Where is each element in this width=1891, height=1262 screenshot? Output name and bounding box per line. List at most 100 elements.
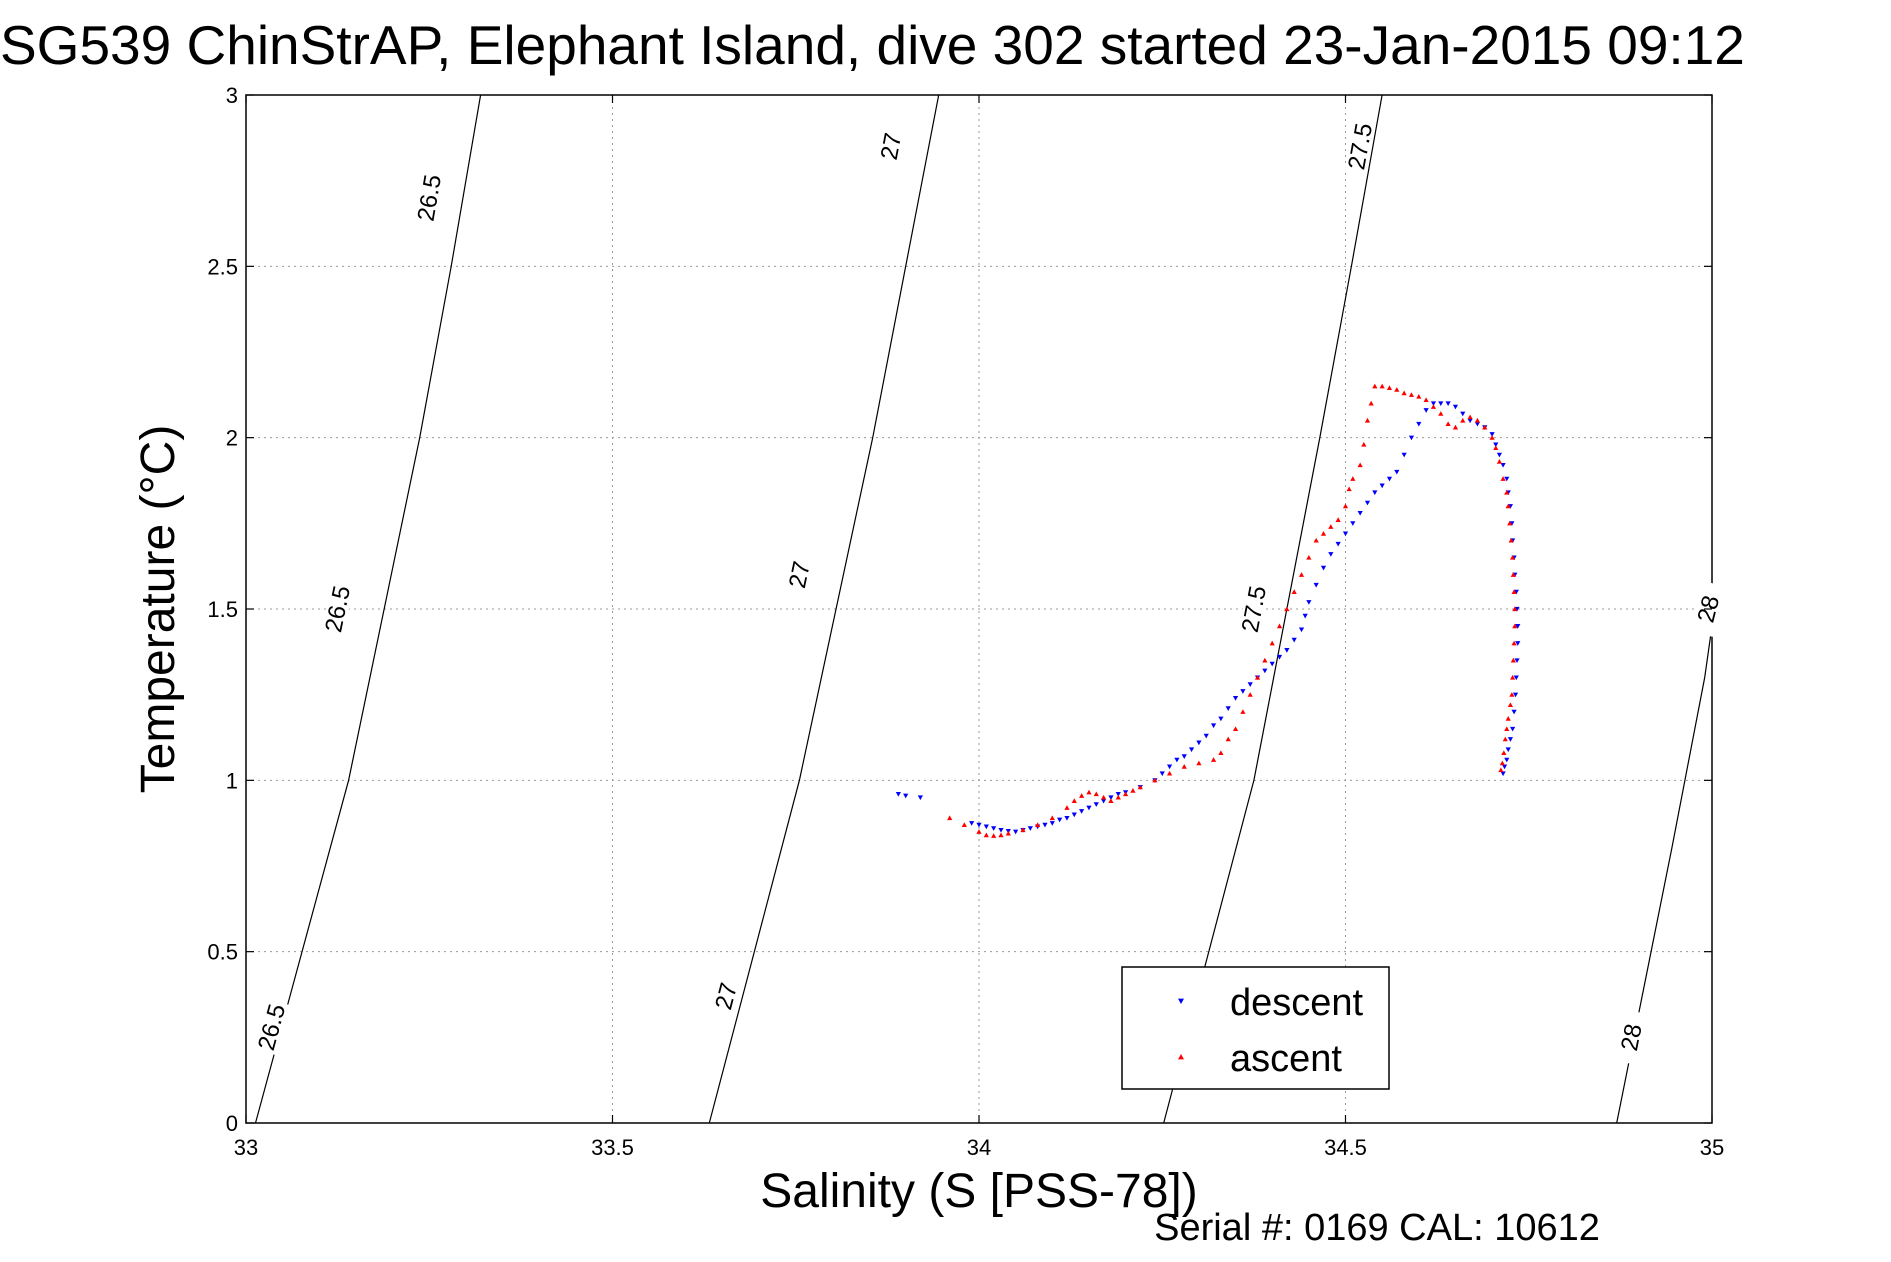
- ascent-point: [1452, 424, 1459, 430]
- ascent-point: [1372, 383, 1378, 389]
- descent-point: [1291, 637, 1297, 643]
- descent-point: [1225, 706, 1231, 711]
- ascent-point: [1438, 411, 1444, 416]
- descent-point: [1364, 500, 1371, 506]
- legend-ascent-marker: [1178, 1054, 1184, 1060]
- ascent-point: [1510, 572, 1516, 577]
- ascent-point: [1115, 794, 1121, 800]
- ascent-marker-glyph: [1178, 1054, 1184, 1060]
- y-tick-label: 3: [226, 83, 238, 108]
- descent-point: [1386, 476, 1393, 482]
- ascent-point: [1505, 503, 1511, 509]
- descent-point: [1438, 401, 1444, 406]
- descent-point: [1013, 829, 1019, 835]
- ascent-point: [1379, 383, 1385, 389]
- descent-point: [1430, 401, 1437, 406]
- ascent-point: [1502, 736, 1508, 742]
- descent-point: [1357, 510, 1363, 516]
- ascent-point: [1364, 417, 1371, 423]
- ascent-point: [991, 833, 997, 838]
- ascent-point: [1507, 520, 1513, 526]
- y-tick-label: 0: [226, 1111, 238, 1136]
- descent-point: [903, 793, 909, 799]
- ascent-point: [1408, 392, 1415, 397]
- descent-point: [1302, 613, 1308, 619]
- descent-point: [1247, 682, 1253, 687]
- y-axis-ticks: 0 0.5 1 1.5 2 2.5 3: [207, 83, 1712, 1136]
- ascent-point: [1500, 476, 1506, 481]
- y-axis-label: Temperature (°C): [132, 425, 185, 794]
- ascent-point: [1093, 791, 1099, 797]
- descent-point: [1504, 757, 1510, 763]
- descent-point: [1057, 817, 1063, 823]
- descent-point: [895, 791, 901, 797]
- descent-point: [1514, 658, 1520, 663]
- contour-label-gap: [321, 581, 354, 637]
- ascent-point: [1262, 657, 1268, 663]
- descent-point: [1298, 627, 1305, 633]
- descent-point: [976, 822, 982, 828]
- descent-point: [1188, 747, 1195, 753]
- ascent-point: [1313, 537, 1319, 543]
- ascent-point: [1284, 606, 1290, 612]
- descent-point: [1423, 408, 1429, 413]
- descent-point: [1460, 411, 1466, 417]
- ascent-point: [1320, 531, 1327, 536]
- descent-point: [1401, 452, 1407, 458]
- ascent-point: [1020, 827, 1026, 833]
- contour-label-gap: [414, 170, 445, 226]
- isopycnal-line: [1163, 94, 1383, 1124]
- descent-point: [991, 826, 997, 831]
- descent-point: [983, 824, 989, 830]
- ascent-point: [1510, 657, 1516, 663]
- descent-point: [1328, 552, 1334, 557]
- descent-point: [1372, 490, 1378, 496]
- descent-point: [1515, 641, 1521, 646]
- ascent-point: [1430, 404, 1437, 409]
- ascent-point: [1394, 387, 1400, 392]
- ascent-point: [1298, 572, 1305, 577]
- ascent-point: [961, 822, 967, 827]
- descent-point: [1500, 463, 1506, 468]
- descent-point: [1350, 521, 1356, 526]
- y-tick-label: 2.5: [207, 254, 238, 279]
- ascent-point: [1423, 397, 1429, 403]
- ascent-point: [1137, 784, 1143, 790]
- descent-point: [1512, 692, 1519, 698]
- contour-label: 27: [784, 559, 816, 591]
- descent-point: [1174, 757, 1180, 763]
- ascent-point: [1416, 393, 1422, 399]
- x-tick-label: 35: [1700, 1135, 1724, 1160]
- ascent-point: [1350, 476, 1356, 481]
- ascent-point: [1328, 524, 1334, 529]
- isopycnal-line: [1616, 626, 1713, 1124]
- ascent-point: [1291, 589, 1297, 594]
- ascent-point: [947, 815, 953, 821]
- serial-footer: Serial #: 0169 CAL: 10612: [1154, 1207, 1600, 1249]
- ascent-point: [1071, 798, 1077, 803]
- y-tick-label: 1: [226, 768, 238, 793]
- y-tick-label: 0.5: [207, 940, 238, 965]
- ascent-point: [1210, 757, 1217, 762]
- ascent-point: [1511, 589, 1517, 594]
- ascent-point: [1346, 486, 1352, 492]
- ascent-point: [1335, 517, 1341, 522]
- ascent-point: [1505, 716, 1511, 721]
- ascent-series: [947, 383, 1518, 838]
- x-tick-label: 33: [234, 1135, 258, 1160]
- ascent-point: [1108, 798, 1114, 803]
- ascent-point: [1512, 623, 1518, 629]
- descent-point: [1093, 802, 1099, 807]
- x-axis-label: Salinity (S [PSS-78]): [760, 1165, 1197, 1218]
- descent-point: [1394, 469, 1400, 475]
- ascent-point: [983, 832, 989, 838]
- contour-label-gap: [783, 547, 816, 603]
- ascent-point: [1401, 390, 1407, 396]
- descent-point: [1489, 432, 1495, 437]
- descent-point: [1416, 421, 1422, 427]
- descent-point: [969, 821, 975, 826]
- y-tick-label: 1.5: [207, 597, 238, 622]
- descent-point: [1269, 661, 1275, 667]
- descent-point: [1284, 648, 1290, 653]
- legend-descent-marker: [1178, 998, 1184, 1004]
